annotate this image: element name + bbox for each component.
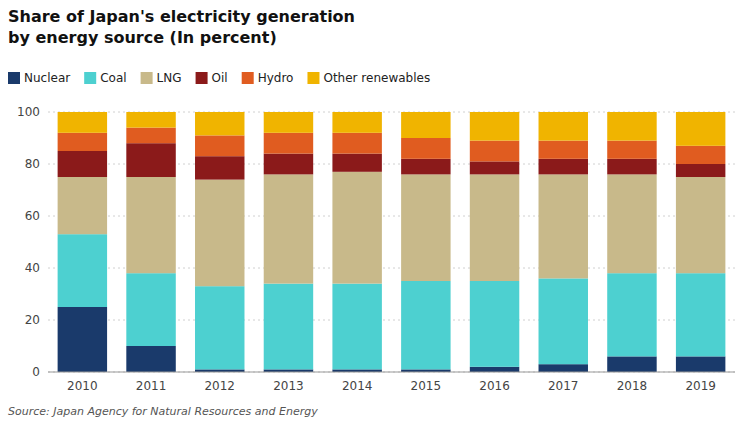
y-tick-label: 20 [25,313,40,327]
bar-segment [401,159,450,175]
bar-segment [401,112,450,138]
x-tick-label: 2012 [204,379,235,393]
bar-segment [58,307,107,372]
bar-segment [401,281,450,369]
chart: Share of Japan's electricity generation b… [0,0,750,423]
bar-segment [539,278,588,364]
bar-segment [676,112,725,146]
bar-segment [607,174,656,273]
bar-segment [470,141,519,162]
x-tick-label: 2016 [479,379,510,393]
bar-segment [539,112,588,141]
bar-segment [58,133,107,151]
bar-segment [676,356,725,372]
x-tick-label: 2013 [273,379,304,393]
y-tick-label: 60 [25,209,40,223]
y-tick-label: 80 [25,157,40,171]
bar-segment [401,138,450,159]
bar-segment [676,177,725,273]
bar-segment [58,234,107,307]
bar-segment [470,161,519,174]
bar-segment [126,128,175,144]
bar-segment [470,112,519,141]
bar-segment [332,172,381,284]
bar-segment [607,356,656,372]
bar-segment [126,112,175,128]
bar-segment [195,135,244,156]
bar-segment [607,159,656,175]
bar-segment [195,180,244,287]
bar-segment [126,273,175,346]
legend-label: Hydro [258,71,294,85]
bar-segment [126,143,175,177]
bar-segment [332,133,381,154]
x-tick-label: 2011 [136,379,167,393]
bar-segment [264,154,313,175]
bar-segment [539,174,588,278]
y-tick-label: 100 [17,105,40,119]
legend-label: LNG [157,71,182,85]
x-tick-label: 2017 [548,379,579,393]
x-tick-label: 2010 [67,379,98,393]
legend-swatch [84,72,96,84]
bar-segment [607,141,656,159]
x-tick-label: 2014 [342,379,373,393]
y-tick-label: 0 [32,365,40,379]
legend-label: Oil [212,71,228,85]
bar-segment [332,112,381,133]
bar-segment [264,174,313,283]
bar-segment [195,156,244,179]
y-tick-label: 40 [25,261,40,275]
bar-segment [195,112,244,135]
bar-segment [470,174,519,281]
bar-segment [126,177,175,273]
legend-label: Coal [100,71,126,85]
bar-segment [58,112,107,133]
legend-label: Nuclear [24,71,70,85]
bar-segment [58,177,107,234]
legend-swatch [141,72,153,84]
x-tick-label: 2018 [617,379,648,393]
bar-segment [264,133,313,154]
title-line: Share of Japan's electricity generation [8,7,355,26]
bar-segment [264,284,313,370]
bar-segment [676,164,725,177]
bar-segment [539,364,588,372]
bar-segment [470,367,519,372]
legend-swatch [196,72,208,84]
bar-segment [470,281,519,367]
bar-segment [195,286,244,369]
bar-segment [676,273,725,356]
x-axis-line [48,372,735,373]
bar-segment [58,151,107,177]
bar-segment [264,112,313,133]
legend-swatch [307,72,319,84]
bar-segment [607,112,656,141]
bar-segment [332,284,381,370]
grid-line [48,372,735,373]
bar-segment [539,159,588,175]
bar-segment [607,273,656,356]
x-tick-label: 2019 [685,379,716,393]
bar-segment [539,141,588,159]
legend-swatch [242,72,254,84]
title: Share of Japan's electricity generation b… [8,7,355,47]
bar-segment [401,174,450,281]
annotation: Source: Japan Agency for Natural Resourc… [8,405,318,418]
legend-swatch [8,72,20,84]
title-line: by energy source (In percent) [8,28,277,47]
bar-segment [676,146,725,164]
bar-segment [126,346,175,372]
x-tick-label: 2015 [411,379,442,393]
bar-segment [332,154,381,172]
legend-label: Other renewables [323,71,430,85]
